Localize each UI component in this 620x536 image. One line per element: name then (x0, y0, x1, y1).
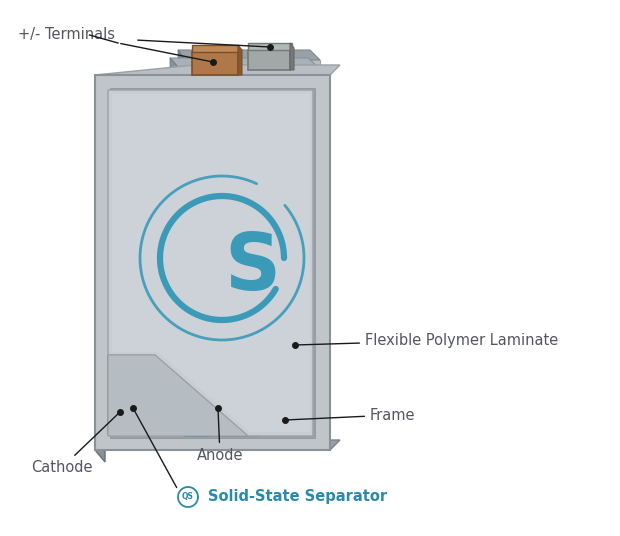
Polygon shape (113, 92, 122, 360)
Polygon shape (133, 338, 260, 436)
Polygon shape (108, 90, 313, 436)
Polygon shape (122, 92, 133, 350)
Text: Cathode: Cathode (31, 414, 118, 475)
Polygon shape (133, 92, 148, 340)
Polygon shape (248, 43, 292, 50)
Polygon shape (170, 67, 318, 443)
Polygon shape (112, 94, 310, 432)
Text: +/- Terminals: +/- Terminals (18, 27, 115, 42)
Polygon shape (290, 43, 294, 70)
Text: Solid-State Separator: Solid-State Separator (208, 489, 387, 504)
Polygon shape (108, 335, 248, 435)
Polygon shape (170, 58, 178, 443)
Polygon shape (95, 440, 340, 450)
Polygon shape (178, 60, 320, 438)
Polygon shape (178, 50, 185, 438)
Polygon shape (113, 91, 312, 435)
Text: S: S (224, 230, 280, 306)
Polygon shape (95, 65, 340, 75)
Polygon shape (170, 58, 318, 67)
Polygon shape (110, 88, 315, 438)
Polygon shape (178, 50, 320, 60)
Text: Anode: Anode (197, 411, 243, 463)
Polygon shape (95, 75, 105, 462)
Text: Flexible Polymer Laminate: Flexible Polymer Laminate (298, 332, 558, 347)
Polygon shape (122, 348, 210, 436)
Polygon shape (95, 75, 330, 450)
Polygon shape (248, 50, 290, 70)
Polygon shape (192, 45, 238, 52)
Polygon shape (192, 52, 238, 75)
Polygon shape (113, 358, 185, 436)
Polygon shape (108, 355, 248, 436)
Polygon shape (238, 45, 242, 75)
Polygon shape (148, 92, 155, 330)
Text: Frame: Frame (288, 407, 415, 422)
Text: QS: QS (182, 493, 194, 502)
